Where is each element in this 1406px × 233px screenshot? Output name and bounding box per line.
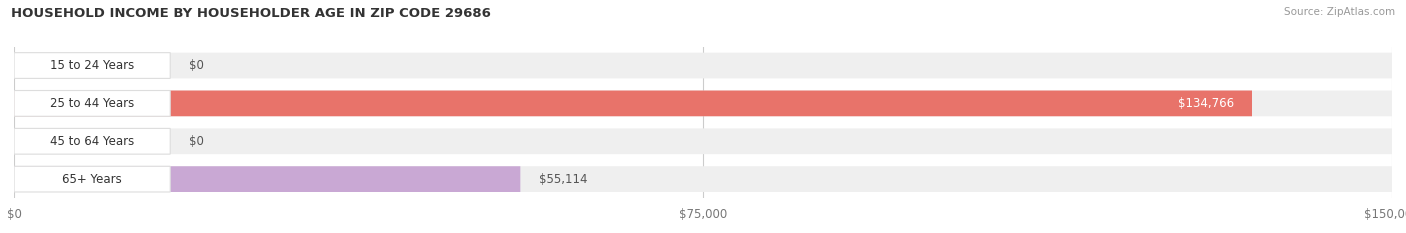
Text: Source: ZipAtlas.com: Source: ZipAtlas.com [1284,7,1395,17]
FancyBboxPatch shape [14,166,170,192]
Text: 25 to 44 Years: 25 to 44 Years [51,97,134,110]
FancyBboxPatch shape [14,90,1392,116]
FancyBboxPatch shape [14,166,1392,192]
FancyBboxPatch shape [14,166,520,192]
FancyBboxPatch shape [14,128,1392,154]
FancyBboxPatch shape [14,90,1251,116]
FancyBboxPatch shape [14,128,170,154]
Text: $0: $0 [188,135,204,148]
FancyBboxPatch shape [14,53,1392,78]
FancyBboxPatch shape [14,53,170,78]
FancyBboxPatch shape [14,90,170,116]
Text: $134,766: $134,766 [1177,97,1233,110]
Text: HOUSEHOLD INCOME BY HOUSEHOLDER AGE IN ZIP CODE 29686: HOUSEHOLD INCOME BY HOUSEHOLDER AGE IN Z… [11,7,491,20]
Text: 65+ Years: 65+ Years [62,173,122,186]
Text: 15 to 24 Years: 15 to 24 Years [51,59,134,72]
Text: 45 to 64 Years: 45 to 64 Years [51,135,134,148]
Text: $55,114: $55,114 [538,173,588,186]
Text: $0: $0 [188,59,204,72]
